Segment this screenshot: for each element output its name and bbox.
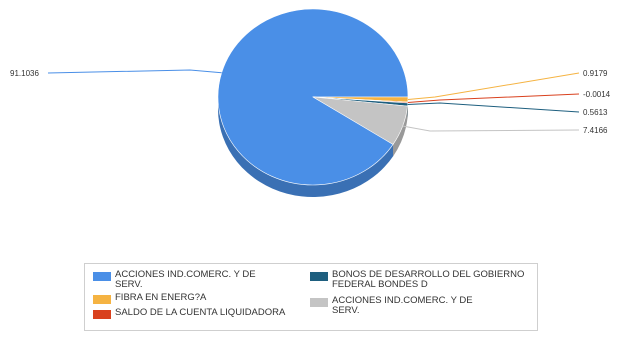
- legend-swatch: [93, 272, 111, 281]
- pie-slice[interactable]: [312, 96, 408, 145]
- legend-item[interactable]: ACCIONES IND.COMERC. Y DE SERV.: [93, 270, 278, 290]
- pie-slice-side: [218, 97, 394, 197]
- legend-swatch: [310, 272, 328, 281]
- legend-label: SALDO DE LA CUENTA LIQUIDADORA: [115, 307, 286, 318]
- chart-legend: ACCIONES IND.COMERC. Y DE SERV. FIBRA EN…: [84, 263, 538, 331]
- legend-item[interactable]: BONOS DE DESARROLLO DEL GOBIERNO FEDERAL…: [310, 270, 535, 290]
- legend-label: FIBRA EN ENERG?A: [115, 292, 207, 303]
- legend-item[interactable]: SALDO DE LA CUENTA LIQUIDADORA: [93, 308, 308, 319]
- legend-label: ACCIONES IND.COMERC. Y DE SERV.: [332, 295, 473, 316]
- leader-line: [47, 69, 222, 74]
- leader-line: [407, 93, 580, 104]
- data-label: 0.5613: [583, 108, 608, 117]
- pie-slice-side: [393, 106, 408, 157]
- data-label: 91.1036: [10, 69, 39, 78]
- legend-swatch: [93, 295, 111, 304]
- data-label: 7.4166: [583, 126, 608, 135]
- leader-line: [407, 72, 580, 101]
- legend-item[interactable]: ACCIONES IND.COMERC. Y DE SERV.: [310, 296, 490, 316]
- leader-line: [402, 125, 580, 132]
- legend-label: BONOS DE DESARROLLO DEL GOBIERNO FEDERAL…: [332, 269, 525, 290]
- leader-line: [407, 102, 580, 113]
- legend-swatch: [93, 310, 111, 319]
- data-label: 0.9179: [583, 69, 608, 78]
- legend-label: ACCIONES IND.COMERC. Y DE SERV.: [115, 269, 256, 290]
- legend-swatch: [310, 298, 328, 307]
- legend-item[interactable]: FIBRA EN ENERG?A: [93, 293, 278, 304]
- data-label: -0.0014: [583, 90, 611, 99]
